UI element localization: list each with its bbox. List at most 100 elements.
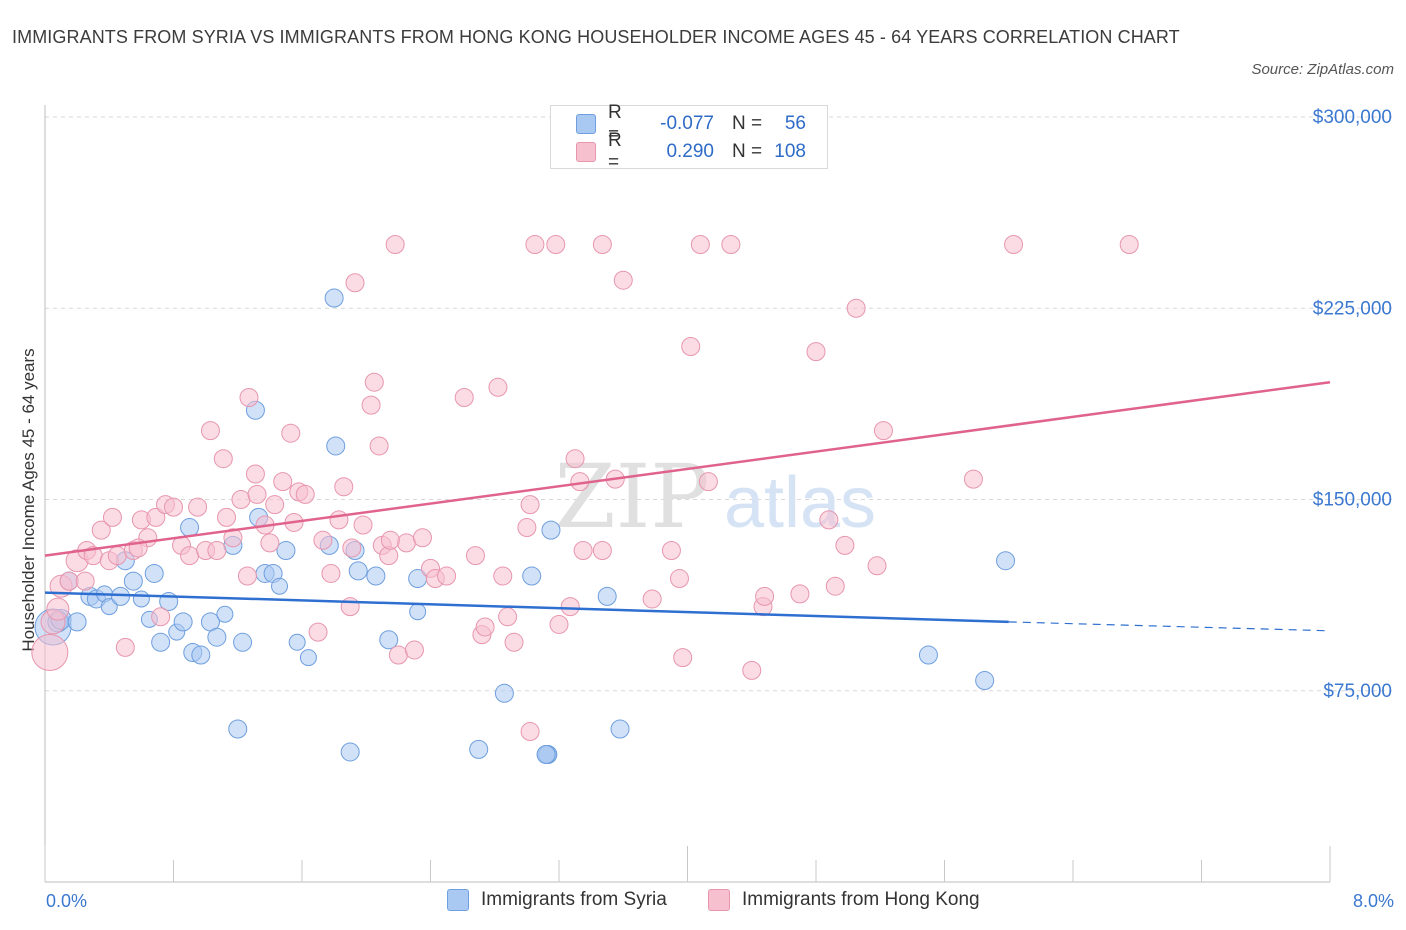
- hongkong-point: [31, 634, 69, 671]
- hongkong-point: [565, 449, 585, 469]
- syria-point: [541, 520, 561, 540]
- syria-point: [409, 603, 427, 621]
- stats-legend: R = -0.077 N = 56 R = 0.290 N = 108: [550, 102, 828, 173]
- hongkong-point: [385, 235, 405, 254]
- hongkong-point: [412, 528, 432, 548]
- hongkong-point: [107, 546, 127, 566]
- legend-swatch-hongkong: [708, 889, 730, 911]
- hongkong-point: [721, 235, 741, 254]
- source-note: Source: ZipAtlas.com: [1251, 61, 1394, 78]
- syria-point: [233, 632, 253, 652]
- x-tick-max: 8.0%: [1352, 891, 1394, 911]
- hongkong-point: [369, 436, 389, 456]
- hongkong-point: [493, 566, 513, 586]
- syria-point: [494, 683, 514, 703]
- hongkong-point: [380, 530, 400, 550]
- hongkong-point: [164, 497, 183, 517]
- hongkong-point: [790, 584, 810, 604]
- syria-point: [144, 563, 164, 583]
- hongkong-point: [520, 495, 540, 515]
- hongkong-point: [504, 632, 524, 652]
- hongkong-point: [388, 645, 408, 665]
- hongkong-point: [825, 576, 845, 596]
- legend-label-syria: Immigrants from Syria: [481, 889, 667, 910]
- hongkong-point: [340, 597, 360, 617]
- hongkong-point: [146, 507, 166, 527]
- syria-point: [340, 742, 360, 762]
- legend-item-hongkong[interactable]: Immigrants from Hong Kong: [708, 889, 980, 911]
- hongkong-point: [273, 472, 293, 492]
- syria-point: [151, 632, 171, 652]
- watermark: ZIP atlas: [554, 445, 876, 548]
- hongkong-point: [573, 541, 593, 560]
- hongkong-point: [321, 563, 341, 583]
- hongkong-point: [247, 484, 267, 504]
- legend-n-label: N =: [732, 141, 763, 162]
- hongkong-point: [846, 298, 866, 318]
- hongkong-point: [91, 520, 111, 540]
- legend-n-value: 108: [774, 141, 806, 162]
- legend-r-label: R =: [608, 102, 622, 145]
- syria-point: [536, 745, 556, 764]
- syria-point: [180, 518, 200, 538]
- hongkong-point: [642, 589, 662, 609]
- hongkong-point: [1004, 235, 1024, 254]
- hongkong-point: [592, 235, 612, 254]
- syria-point: [173, 612, 193, 632]
- hongkong-point: [488, 377, 508, 397]
- hongkong-point: [237, 566, 257, 586]
- hongkong-point: [742, 660, 762, 680]
- hongkong-point: [200, 421, 220, 441]
- legend-item-syria[interactable]: Immigrants from Syria: [447, 889, 667, 911]
- syria-point: [918, 645, 938, 665]
- hongkong-point: [963, 469, 983, 489]
- hongkong-point: [217, 507, 237, 527]
- hongkong-point: [396, 533, 416, 553]
- hongkong-point: [755, 586, 775, 606]
- hongkong-point: [806, 342, 826, 362]
- legend-label-hongkong: Immigrants from Hong Kong: [742, 889, 980, 910]
- syria-trend-line: [44, 591, 1009, 624]
- legend-row-syria: R = -0.077 N = 56: [576, 102, 806, 145]
- hongkong-point: [239, 388, 259, 407]
- x-tick-min: 0.0%: [46, 891, 88, 911]
- hongkong-point: [498, 607, 518, 627]
- hongkong-point: [334, 477, 354, 497]
- hongkong-point: [475, 617, 495, 637]
- hongkong-point: [308, 622, 328, 642]
- hongkong-point: [819, 510, 839, 530]
- syria-point: [975, 671, 995, 691]
- hongkong-point: [517, 518, 537, 538]
- series-legend: Immigrants from Syria Immigrants from Ho…: [0, 889, 1406, 915]
- hongkong-point: [329, 510, 349, 530]
- syria-point: [348, 561, 368, 581]
- hongkong-point: [207, 541, 227, 560]
- hongkong-point: [454, 388, 474, 407]
- hongkong-point: [75, 571, 95, 591]
- hongkong-point: [437, 566, 457, 586]
- hongkong-point: [180, 546, 200, 566]
- syria-point: [610, 719, 630, 739]
- hongkong-point: [673, 648, 693, 668]
- axes: [44, 105, 1331, 883]
- legend-row-hongkong: R = 0.290 N = 108: [576, 130, 806, 173]
- y-tick-label: $225,000: [1313, 298, 1392, 319]
- syria-point: [366, 566, 386, 586]
- legend-swatch-syria: [576, 114, 596, 134]
- hongkong-point: [867, 556, 887, 576]
- syria-point: [191, 645, 211, 665]
- syria-point: [522, 566, 542, 586]
- hongkong-point: [560, 597, 580, 617]
- legend-n-value: 56: [784, 113, 806, 134]
- syria-point: [299, 649, 317, 667]
- watermark-atlas: atlas: [724, 463, 876, 543]
- hongkong-point: [681, 337, 701, 356]
- data-points: [31, 235, 1139, 764]
- hongkong-point: [525, 235, 545, 254]
- y-tick-label: $150,000: [1313, 490, 1392, 511]
- hongkong-point: [698, 472, 718, 492]
- trend-lines: [44, 380, 1331, 632]
- hongkong-point: [613, 270, 633, 290]
- syria-point: [100, 598, 118, 616]
